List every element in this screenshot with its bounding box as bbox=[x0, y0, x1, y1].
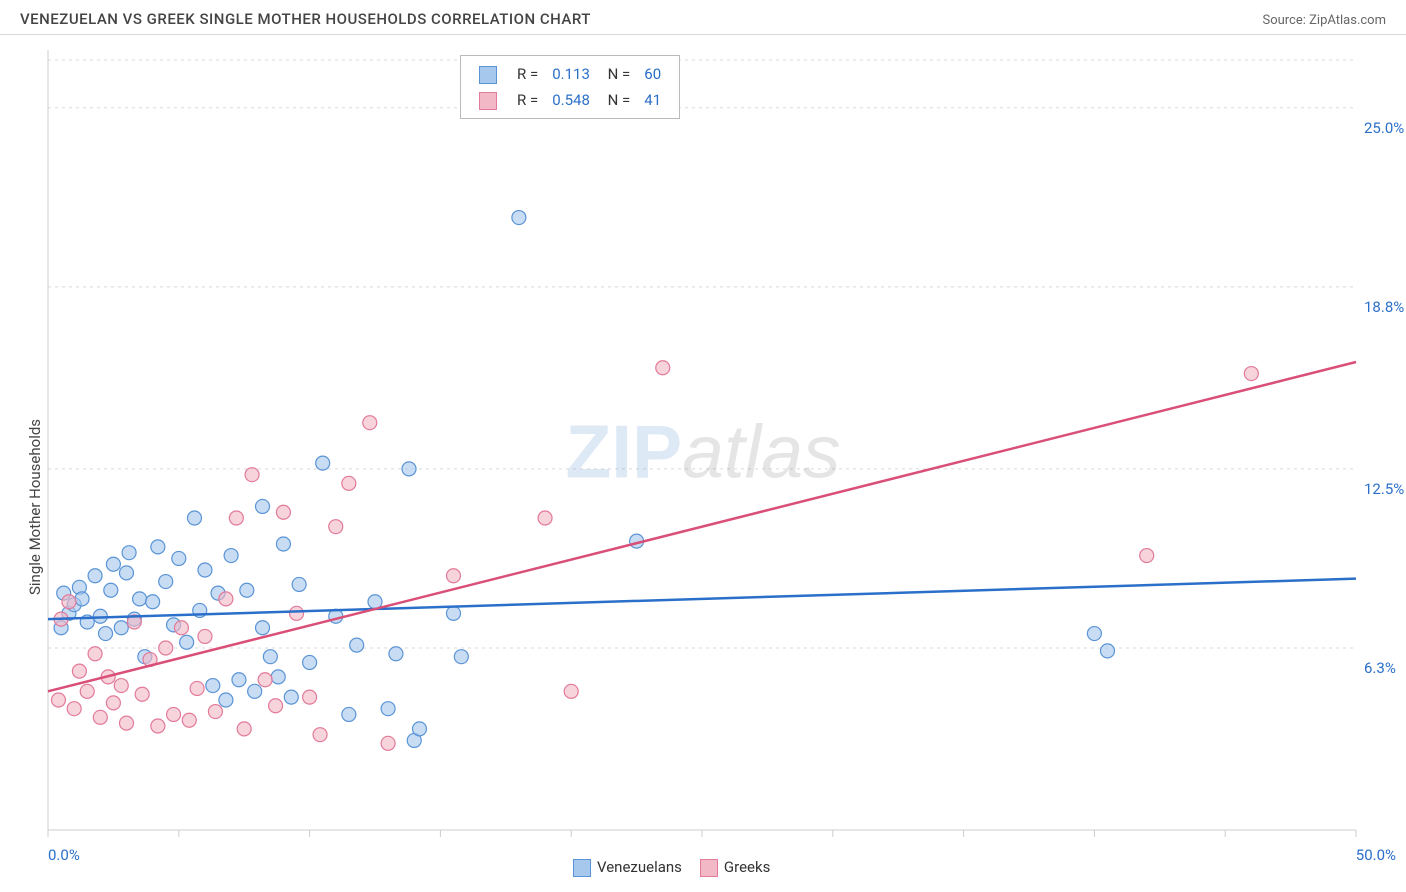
series-legend: Venezuelans Greeks bbox=[555, 858, 770, 877]
stats-swatch bbox=[479, 92, 497, 110]
legend-label: Venezuelans bbox=[597, 858, 682, 876]
legend-swatch bbox=[573, 859, 591, 877]
svg-text:18.8%: 18.8% bbox=[1364, 298, 1404, 316]
legend-swatch bbox=[700, 859, 718, 877]
chart-header: VENEZUELAN VS GREEK SINGLE MOTHER HOUSEH… bbox=[0, 0, 1406, 35]
svg-text:0.0%: 0.0% bbox=[48, 846, 80, 864]
y-axis-label: Single Mother Households bbox=[26, 419, 44, 595]
svg-text:6.3%: 6.3% bbox=[1364, 659, 1396, 677]
correlation-stats-box: R =0.113 N =60R =0.548 N =41 bbox=[460, 55, 680, 119]
chart-title: VENEZUELAN VS GREEK SINGLE MOTHER HOUSEH… bbox=[20, 10, 591, 28]
svg-text:50.0%: 50.0% bbox=[1356, 846, 1396, 864]
stats-swatch bbox=[479, 66, 497, 84]
scatter-plot-svg: 6.3% 12.5% 18.8% 25.0% 0.0% 50.0% bbox=[0, 35, 1406, 885]
chart-container: ZIPatlas Single Mother Households 6.3%12… bbox=[0, 35, 1406, 885]
svg-text:25.0%: 25.0% bbox=[1364, 119, 1404, 137]
svg-text:12.5%: 12.5% bbox=[1364, 480, 1404, 498]
chart-source: Source: ZipAtlas.com bbox=[1262, 13, 1386, 28]
legend-label: Greeks bbox=[724, 858, 770, 876]
